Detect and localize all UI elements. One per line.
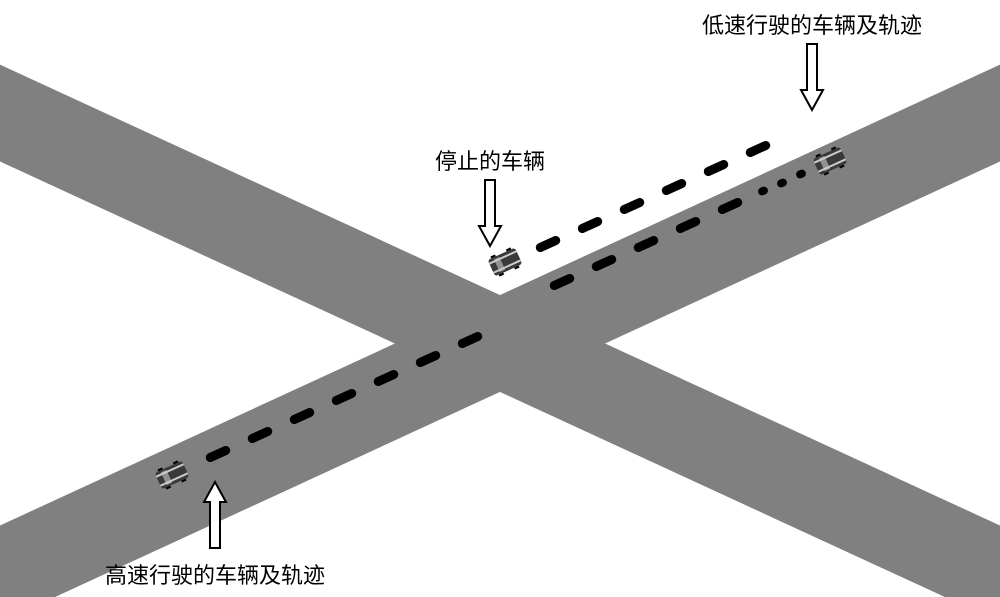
arrow-stopped	[477, 178, 503, 248]
diagram-svg	[0, 0, 1000, 597]
arrow-high-speed	[202, 480, 228, 550]
arrow-low-speed	[799, 42, 825, 112]
label-low-speed: 低速行驶的车辆及轨迹	[702, 8, 922, 40]
label-high-speed: 高速行驶的车辆及轨迹	[105, 558, 325, 590]
label-stopped: 停止的车辆	[435, 144, 545, 176]
